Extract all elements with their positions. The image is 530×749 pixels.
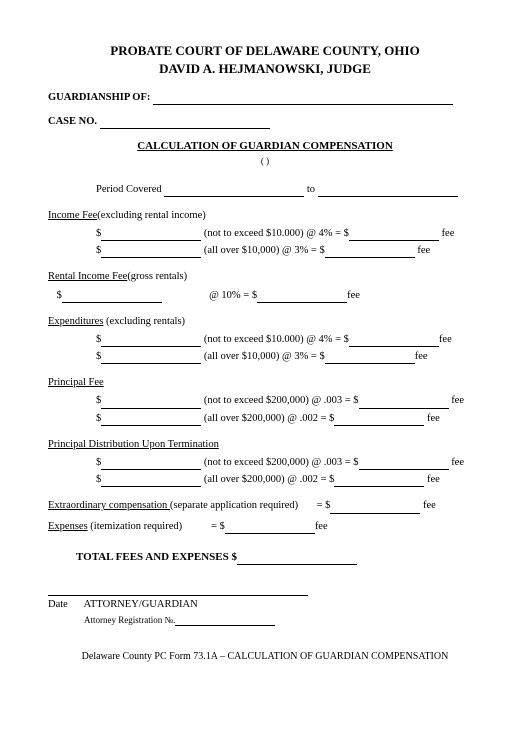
pdist1-amt[interactable] — [101, 458, 201, 470]
principal2-amt[interactable] — [101, 414, 201, 426]
expend1-mid: (not to exceed $10.000) @ 4% = $ — [204, 334, 349, 345]
rental-row: $ @ 10% = $fee — [48, 289, 482, 303]
extra-row: Extraordinary compensation (separate app… — [48, 499, 482, 513]
income2-fee[interactable] — [325, 246, 415, 258]
expenses-title: Expenses — [48, 521, 88, 532]
pdist2-fee[interactable] — [334, 475, 424, 487]
expend-row1: $ (not to exceed $10.000) @ 4% = $fee — [48, 333, 482, 347]
pdist1-fee[interactable] — [359, 458, 449, 470]
expend1-end: fee — [439, 334, 452, 345]
period-to-blank[interactable] — [318, 185, 458, 197]
income-row1: $ (not to exceed $10.000) @ 4% = $ fee — [48, 227, 482, 241]
period-to: to — [307, 184, 315, 195]
period-label: Period Covered — [96, 184, 162, 195]
expenses-note: (itemization required) — [88, 521, 182, 532]
expend-row2: $ (all over $10,000) @ 3% = $fee — [48, 350, 482, 364]
expend2-end: fee — [415, 351, 428, 362]
judge-title: DAVID A. HEJMANOWSKI, JUDGE — [48, 60, 482, 78]
income1-amt[interactable] — [101, 229, 201, 241]
principal-title: Principal Fee — [48, 377, 104, 388]
principal-row1: $ (not to exceed $200,000) @ .003 = $ fe… — [48, 394, 482, 408]
income1-mid: (not to exceed $10.000) @ 4% = $ — [204, 228, 349, 239]
principal1-end: fee — [449, 395, 464, 406]
pdist-row1: $ (not to exceed $200,000) @ .003 = $ fe… — [48, 456, 482, 470]
case-blank[interactable] — [100, 117, 270, 129]
pdist2-mid: (all over $200,000) @ .002 = $ — [204, 474, 335, 485]
rental-note: (gross rentals) — [127, 271, 187, 282]
period-from-blank[interactable] — [164, 185, 304, 197]
guardianship-blank[interactable] — [153, 93, 453, 105]
pdist2-end: fee — [424, 474, 439, 485]
date-label: Date — [48, 599, 68, 610]
expend1-fee[interactable] — [349, 335, 439, 347]
income-row2: $ (all over $10,000) @ 3% = $ fee — [48, 244, 482, 258]
income2-amt[interactable] — [101, 246, 201, 258]
case-row: CASE NO. — [48, 115, 482, 129]
guardianship-label: GUARDIANSHIP OF: — [48, 92, 150, 103]
expend2-fee[interactable] — [325, 352, 415, 364]
income-fee-head: Income Fee(excluding rental income) — [48, 209, 482, 223]
pdist-row2: $ (all over $200,000) @ .002 = $ fee — [48, 473, 482, 487]
court-title: PROBATE COURT OF DELAWARE COUNTY, OHIO — [48, 42, 482, 60]
pdist2-amt[interactable] — [101, 475, 201, 487]
attreg-label: Attorney Registration №. — [84, 615, 175, 625]
principal-row2: $ (all over $200,000) @ .002 = $ fee — [48, 412, 482, 426]
pdist-title: Principal Distribution Upon Termination — [48, 439, 219, 450]
form-page: PROBATE COURT OF DELAWARE COUNTY, OHIO D… — [0, 0, 530, 749]
income1-fee[interactable] — [349, 229, 439, 241]
pdist-head: Principal Distribution Upon Termination — [48, 438, 482, 452]
principal-head: Principal Fee — [48, 376, 482, 390]
pdist1-mid: (not to exceed $200,000) @ .003 = $ — [204, 457, 359, 468]
paren: ( ) — [48, 155, 482, 167]
expenses-end: fee — [315, 521, 328, 532]
case-label: CASE NO. — [48, 116, 97, 127]
signature-line — [48, 595, 308, 596]
period-row: Period Covered to — [48, 183, 482, 197]
principal2-end: fee — [424, 413, 439, 424]
income2-end: fee — [415, 245, 430, 256]
expend-title: Expenditures — [48, 316, 103, 327]
total-row: TOTAL FEES AND EXPENSES $ — [48, 550, 482, 565]
calc-title-row: CALCULATION OF GUARDIAN COMPENSATION — [48, 139, 482, 154]
footer: Delaware County PC Form 73.1A – CALCULAT… — [48, 650, 482, 664]
income2-mid: (all over $10,000) @ 3% = $ — [204, 245, 325, 256]
extra-title: Extraordinary compensation — [48, 500, 170, 511]
calc-title: CALCULATION OF GUARDIAN COMPENSATION — [137, 140, 393, 152]
attguard-label: ATTORNEY/GUARDIAN — [84, 599, 198, 610]
principal1-fee[interactable] — [359, 397, 449, 409]
rental-amt[interactable] — [62, 291, 162, 303]
income1-end: fee — [439, 228, 454, 239]
pdist1-end: fee — [449, 457, 464, 468]
total-blank[interactable] — [237, 553, 357, 565]
expend1-amt[interactable] — [101, 335, 201, 347]
income-fee-note: (excluding rental income) — [97, 210, 205, 221]
expenses-eq: = $ — [211, 521, 225, 532]
att-reg-row: Attorney Registration №. — [48, 614, 482, 626]
rental-mid: @ 10% = $ — [209, 290, 257, 301]
rental-end: fee — [347, 290, 360, 301]
extra-end: fee — [420, 500, 435, 511]
expend2-amt[interactable] — [101, 352, 201, 364]
attreg-blank[interactable] — [175, 614, 275, 626]
principal2-mid: (all over $200,000) @ .002 = $ — [204, 413, 335, 424]
rental-head: Rental Income Fee(gross rentals) — [48, 270, 482, 284]
rental-fee[interactable] — [257, 291, 347, 303]
expenses-row: Expenses (itemization required) = $ fee — [48, 520, 482, 534]
expenses-amt[interactable] — [225, 522, 315, 534]
principal1-amt[interactable] — [101, 397, 201, 409]
expend-head: Expenditures (excluding rentals) — [48, 315, 482, 329]
rental-title: Rental Income Fee — [48, 271, 127, 282]
extra-fee[interactable] — [330, 502, 420, 514]
expend2-mid: (all over $10,000) @ 3% = $ — [204, 351, 325, 362]
expend-note: (excluding rentals) — [103, 316, 185, 327]
principal2-fee[interactable] — [334, 414, 424, 426]
extra-note: (separate application required) — [170, 500, 298, 511]
total-label: TOTAL FEES AND EXPENSES $ — [76, 551, 237, 563]
principal1-mid: (not to exceed $200,000) @ .003 = $ — [204, 395, 359, 406]
guardianship-row: GUARDIANSHIP OF: — [48, 91, 482, 105]
signature-labels: Date ATTORNEY/GUARDIAN — [48, 598, 482, 612]
income-fee-title: Income Fee — [48, 210, 97, 221]
extra-eq: = $ — [317, 500, 331, 511]
